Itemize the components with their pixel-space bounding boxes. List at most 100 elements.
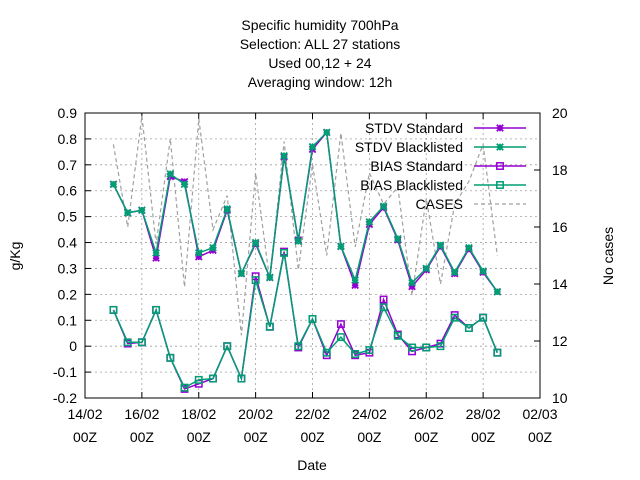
chart-title: Specific humidity 700hPa Selection: ALL 2… [240,17,401,90]
data-point [237,374,246,383]
data-point [166,353,175,362]
legend-label: BIAS Blacklisted [360,177,463,193]
series-line [112,252,498,389]
x-tick-label: 02/03 [522,406,557,422]
data-point [294,237,303,246]
data-point [180,180,189,189]
data-point [308,142,317,151]
y2-tick-label: 12 [552,333,568,349]
y2-tick-label: 14 [552,276,568,292]
data-point [464,324,473,332]
x-tick-label: 22/02 [295,406,330,422]
y-tick-label: 0 [69,338,77,354]
series-lines [109,115,502,393]
data-point [123,208,132,217]
legend-label: STDV Blacklisted [355,139,463,155]
y2-tick-label: 18 [552,162,568,178]
data-point [322,348,331,357]
data-point [280,248,289,257]
x-tick-label: 00Z [528,429,553,445]
data-point [450,268,459,277]
y-tick-label: 0.1 [58,312,78,328]
data-point [465,243,473,252]
data-point [137,338,146,347]
data-point [152,254,160,262]
x-tick-label: 00Z [471,429,496,445]
data-point [422,264,431,273]
data-point [265,322,274,331]
data-point [365,217,374,226]
data-point [408,343,416,352]
y-tick-label: 0.7 [58,157,78,173]
data-point [493,287,502,296]
series-cases [112,115,498,336]
data-point [194,252,203,261]
y-tick-label: -0.2 [53,390,77,406]
data-point [166,170,175,178]
legend-label: STDV Standard [365,120,463,136]
data-point [379,303,388,312]
data-point [194,249,203,257]
x-axis-label: Date [297,457,327,473]
series-bias-blacklisted [109,248,502,392]
series-line [112,130,498,293]
data-point [450,313,459,322]
legend-marker [496,162,504,170]
data-point [393,234,402,243]
legend-label: BIAS Standard [370,158,463,174]
data-point [194,375,203,384]
data-point [109,180,118,189]
data-point [251,276,260,285]
data-point [351,276,359,284]
data-point [493,348,502,357]
legend-marker [496,143,504,151]
x-tick-label: 00Z [414,429,439,445]
data-point [322,128,331,137]
data-point [308,315,317,323]
data-point [379,202,388,211]
series-line [112,130,498,293]
x-tick-label: 00Z [244,429,269,445]
data-point [436,241,445,249]
data-point [209,374,217,383]
title-line: Selection: ALL 27 stations [240,36,401,52]
data-point [280,151,288,160]
data-point [393,331,402,340]
x-tick-label: 00Z [73,429,98,445]
y-tick-label: 0.6 [58,183,78,199]
data-point [351,281,359,290]
legend: STDV Standard STDV Blacklisted BIAS Standa… [355,120,526,212]
y-axis-label: g/Kg [7,242,23,271]
y-tick-label: -0.1 [53,364,77,380]
x-tick-label: 16/02 [124,406,159,422]
data-point [337,242,345,251]
data-point [479,313,488,322]
data-point [237,269,246,278]
title-line: Specific humidity 700hPa [241,17,398,33]
x-tick-label: 28/02 [466,406,501,422]
x-tick-label: 00Z [300,429,325,445]
y-tick-label: 0.9 [58,105,78,121]
data-point [223,205,232,213]
data-point [251,238,260,247]
data-point [209,243,217,252]
y-tick-label: 0.5 [58,209,78,225]
x-tick-label: 24/02 [352,406,387,422]
legend-label: CASES [416,196,463,212]
x-tick-label: 00Z [187,429,212,445]
series-line [112,115,498,336]
data-point [294,342,303,351]
data-point [109,305,118,314]
x-tick-label: 14/02 [67,406,102,422]
y-tick-label: 0.2 [58,286,78,302]
data-point [223,342,232,351]
data-point [479,267,487,275]
data-point [408,282,416,291]
x-tick-label: 00Z [130,429,155,445]
title-line: Used 00,12 + 24 [268,55,371,71]
data-point [152,249,160,257]
data-point [266,273,274,282]
data-point [123,338,132,347]
title-line: Averaging window: 12h [248,74,393,90]
